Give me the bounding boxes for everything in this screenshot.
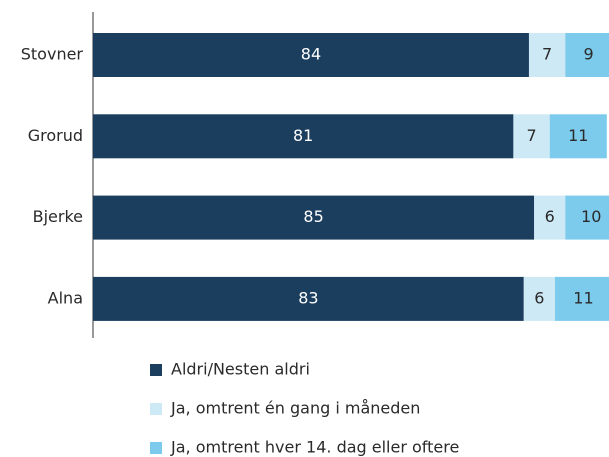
legend-label: Ja, omtrent hver 14. dag eller oftere: [170, 438, 459, 457]
value-label: 84: [301, 45, 321, 64]
value-label: 6: [545, 207, 555, 226]
bar-segment: [523, 276, 555, 321]
y-tick-label: Grorud: [28, 126, 83, 145]
bar-segment: [93, 114, 514, 159]
bar-segment: [93, 195, 535, 240]
value-label: 11: [568, 126, 588, 145]
y-tick-label: Stovner: [21, 45, 84, 64]
bar-segment: [565, 33, 609, 77]
value-label: 85: [303, 207, 323, 226]
bar-segment: [565, 195, 609, 240]
legend-label: Ja, omtrent én gang i måneden: [170, 399, 420, 418]
y-tick-label: Alna: [48, 288, 83, 307]
value-label: 6: [534, 288, 544, 307]
bar-segment: [534, 195, 566, 240]
bar-segment: [93, 33, 529, 77]
y-tick-label: Bjerke: [33, 207, 83, 226]
legend-swatch: [150, 364, 162, 376]
legend-swatch: [150, 403, 162, 415]
bar-segment: [513, 114, 550, 159]
value-label: 11: [573, 288, 593, 307]
legend-label: Aldri/Nesten aldri: [171, 360, 310, 379]
bar-segment: [528, 33, 566, 77]
value-label: 7: [526, 126, 536, 145]
bar-segment: [93, 276, 524, 321]
value-label: 9: [584, 45, 594, 64]
bar-segment: [549, 114, 607, 159]
bar-segment: [554, 276, 609, 321]
value-label: 83: [298, 288, 318, 307]
value-label: 81: [293, 126, 313, 145]
legend-swatch: [150, 442, 162, 454]
value-label: 10: [581, 207, 601, 226]
value-label: 7: [542, 45, 552, 64]
